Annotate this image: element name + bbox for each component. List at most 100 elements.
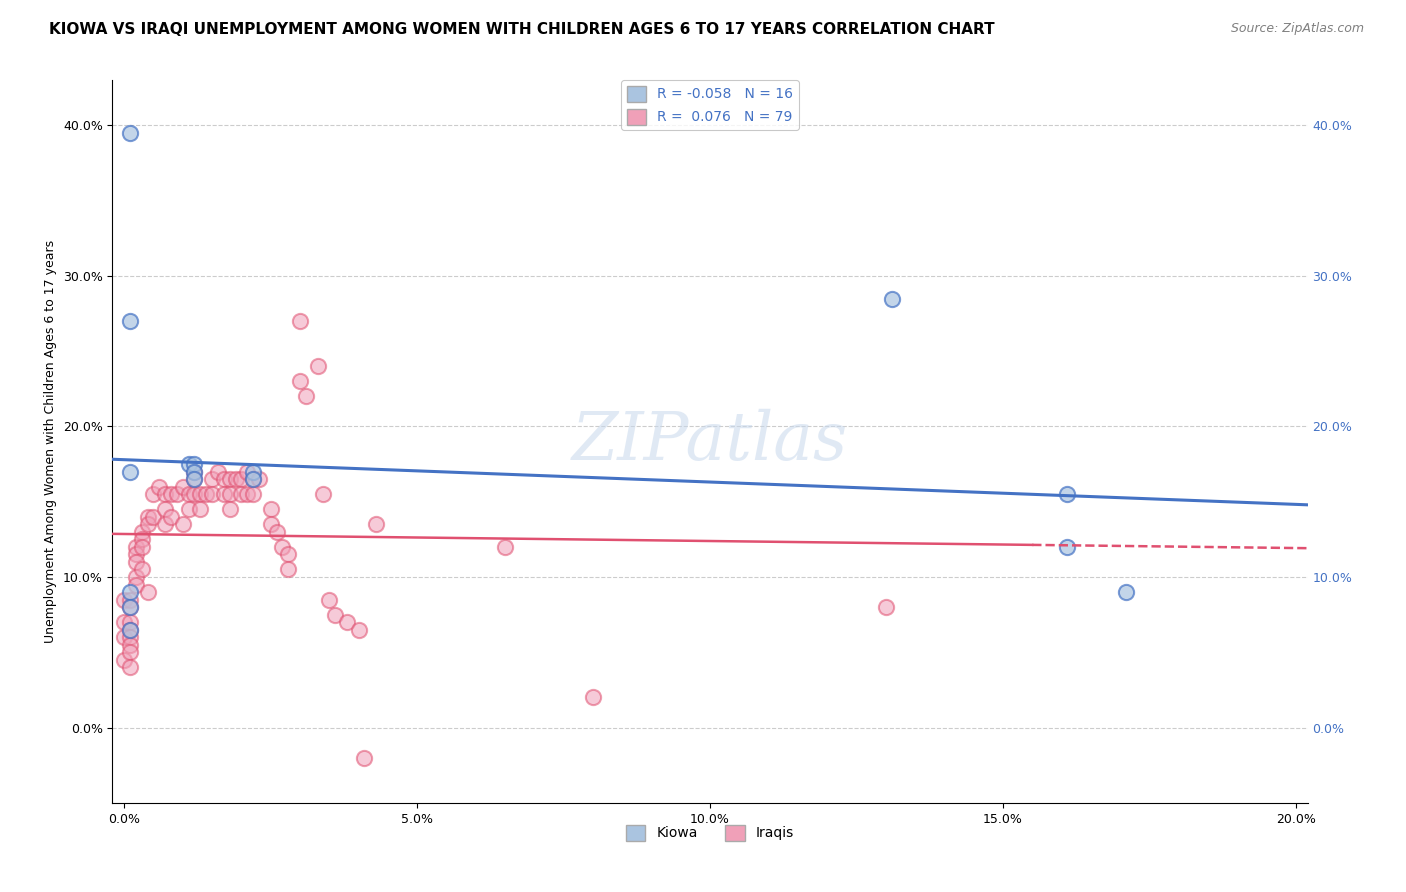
Point (120, 630, 141, 644)
Point (188, 487, 212, 501)
Point (136, 585, 159, 599)
Point (131, 524, 153, 539)
Point (201, 472, 224, 486)
Point (125, 555, 148, 569)
Point (177, 457, 200, 471)
Text: KIOWA VS IRAQI UNEMPLOYMENT AMONG WOMEN WITH CHILDREN AGES 6 TO 17 YEARS CORRELA: KIOWA VS IRAQI UNEMPLOYMENT AMONG WOMEN … (49, 22, 995, 37)
Point (172, 480, 194, 494)
Point (120, 600, 141, 615)
Point (231, 472, 253, 486)
Point (183, 472, 205, 486)
Point (288, 374, 311, 388)
Point (295, 389, 318, 403)
Point (260, 502, 283, 516)
Point (364, 517, 387, 532)
Point (188, 502, 212, 516)
Point (160, 509, 183, 524)
Point (242, 472, 264, 486)
Point (112, 653, 135, 667)
Point (236, 487, 259, 501)
Point (242, 472, 264, 486)
Point (112, 592, 135, 607)
Point (177, 502, 200, 516)
Point (1115, 585, 1137, 599)
Point (195, 487, 218, 501)
Point (160, 487, 183, 501)
Point (318, 592, 340, 607)
Point (120, 600, 141, 615)
Point (218, 502, 240, 516)
Point (177, 487, 200, 501)
Point (155, 487, 177, 501)
Point (347, 623, 370, 637)
Point (125, 570, 148, 584)
Point (136, 509, 159, 524)
Point (201, 487, 224, 501)
Point (172, 517, 194, 532)
Point (277, 562, 299, 576)
Point (142, 487, 165, 501)
Point (136, 517, 159, 532)
Point (218, 472, 240, 486)
Point (266, 524, 288, 539)
Point (247, 472, 270, 486)
Y-axis label: Unemployment Among Women with Children Ages 6 to 17 years: Unemployment Among Women with Children A… (45, 240, 58, 643)
Point (183, 465, 205, 479)
Point (494, 540, 516, 554)
Point (120, 585, 141, 599)
Point (242, 465, 264, 479)
Point (120, 465, 141, 479)
Point (183, 487, 205, 501)
Point (288, 314, 311, 328)
Point (120, 314, 141, 328)
Point (183, 465, 205, 479)
Point (312, 487, 335, 501)
Point (183, 457, 205, 471)
Point (120, 623, 141, 637)
Point (120, 660, 141, 674)
Point (120, 638, 141, 652)
Point (1056, 540, 1078, 554)
Point (231, 487, 253, 501)
Text: ZIPatlas: ZIPatlas (572, 409, 848, 475)
Point (125, 540, 148, 554)
Point (131, 562, 153, 576)
Point (307, 359, 329, 374)
Point (142, 509, 165, 524)
Point (236, 465, 259, 479)
Point (131, 540, 153, 554)
Point (225, 472, 247, 486)
Point (120, 126, 141, 140)
Point (125, 548, 148, 562)
Text: Source: ZipAtlas.com: Source: ZipAtlas.com (1230, 22, 1364, 36)
Legend: Kiowa, Iraqis: Kiowa, Iraqis (620, 819, 800, 847)
Point (120, 623, 141, 637)
Point (131, 533, 153, 547)
Point (112, 615, 135, 630)
Point (218, 487, 240, 501)
Point (242, 487, 264, 501)
Point (336, 615, 359, 630)
Point (277, 548, 299, 562)
Point (212, 487, 235, 501)
Point (1056, 487, 1078, 501)
Point (120, 645, 141, 659)
Point (880, 292, 903, 306)
Point (155, 517, 177, 532)
Point (148, 480, 170, 494)
Point (125, 577, 148, 591)
Point (260, 517, 283, 532)
Point (183, 472, 205, 486)
Point (120, 592, 141, 607)
Point (353, 750, 375, 764)
Point (207, 465, 229, 479)
Point (120, 615, 141, 630)
Point (155, 502, 177, 516)
Point (323, 607, 346, 622)
Point (271, 540, 294, 554)
Point (166, 487, 188, 501)
Point (212, 472, 235, 486)
Point (112, 630, 135, 644)
Point (582, 690, 605, 705)
Point (875, 600, 897, 615)
